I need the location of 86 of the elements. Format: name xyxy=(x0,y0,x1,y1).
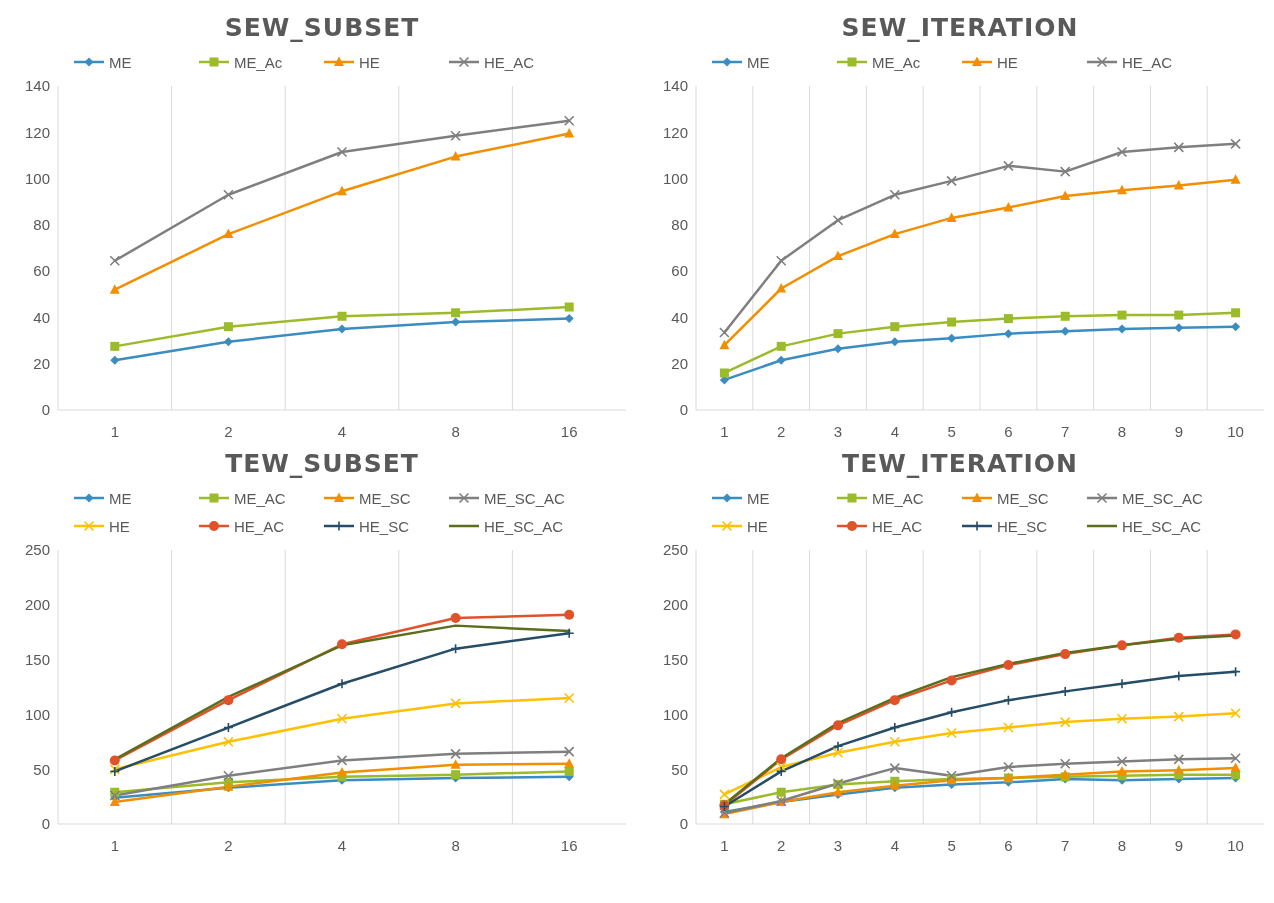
x-tick-label: 1 xyxy=(720,836,729,854)
legend-label: HE_AC xyxy=(234,517,285,535)
legend-label: ME xyxy=(109,53,132,71)
legend-label: ME_AC xyxy=(234,489,286,507)
y-tick-label: 0 xyxy=(41,401,50,419)
legend-label: HE xyxy=(747,517,768,535)
legend-label: ME_Ac xyxy=(872,53,921,71)
x-tick-label: 8 xyxy=(1117,836,1127,854)
x-tick-label: 2 xyxy=(777,422,786,440)
y-tick-label: 60 xyxy=(671,262,688,280)
x-tick-label: 2 xyxy=(224,422,233,440)
chart-title: SEW_ITERATION xyxy=(840,12,1080,44)
legend-label: HE xyxy=(109,517,130,535)
legend-label: ME_AC xyxy=(872,489,924,507)
y-tick-label: 100 xyxy=(24,169,50,187)
y-tick-label: 50 xyxy=(33,760,50,778)
legend-label: ME xyxy=(747,489,770,507)
x-tick-label: 3 xyxy=(833,422,843,440)
y-tick-label: 0 xyxy=(679,815,688,833)
x-tick-label: 3 xyxy=(833,836,843,854)
y-tick-label: 150 xyxy=(24,650,50,668)
y-tick-label: 200 xyxy=(24,596,50,614)
y-tick-label: 0 xyxy=(41,815,50,833)
x-tick-label: 2 xyxy=(777,836,786,854)
legend-label: HE_SC_AC xyxy=(484,517,564,535)
y-tick-label: 80 xyxy=(671,216,688,234)
y-tick-label: 40 xyxy=(33,308,50,326)
legend-label: HE_AC xyxy=(484,53,535,71)
y-tick-label: 150 xyxy=(662,650,688,668)
y-tick-label: 250 xyxy=(662,541,688,559)
x-tick-label: 8 xyxy=(1117,422,1127,440)
chart-title: TEW_SUBSET xyxy=(224,448,420,480)
legend-label: ME_SC_AC xyxy=(1122,489,1203,507)
y-tick-label: 100 xyxy=(24,705,50,723)
x-tick-label: 7 xyxy=(1061,422,1070,440)
y-tick-label: 100 xyxy=(662,705,688,723)
y-tick-label: 0 xyxy=(679,401,688,419)
legend-label: ME xyxy=(109,489,132,507)
legend-label: HE_SC_AC xyxy=(1122,517,1202,535)
y-tick-label: 80 xyxy=(33,216,50,234)
x-tick-label: 9 xyxy=(1174,422,1183,440)
x-tick-label: 4 xyxy=(337,422,347,440)
x-tick-label: 4 xyxy=(337,836,347,854)
x-tick-label: 8 xyxy=(451,836,460,854)
y-tick-label: 140 xyxy=(662,77,688,95)
x-tick-label: 5 xyxy=(947,422,956,440)
x-tick-label: 8 xyxy=(451,422,460,440)
legend-label: HE xyxy=(359,53,380,71)
legend-label: ME_SC_AC xyxy=(484,489,565,507)
x-tick-label: 6 xyxy=(1004,422,1013,440)
legend-label: HE_SC xyxy=(359,517,410,535)
x-tick-label: 1 xyxy=(110,836,119,854)
chart-title: TEW_ITERATION xyxy=(841,448,1079,480)
y-tick-label: 250 xyxy=(24,541,50,559)
y-tick-label: 60 xyxy=(33,262,50,280)
x-tick-label: 1 xyxy=(720,422,729,440)
legend-label: ME_SC xyxy=(997,489,1049,507)
x-tick-label: 7 xyxy=(1061,836,1070,854)
y-tick-label: 20 xyxy=(671,355,688,373)
x-tick-label: 1 xyxy=(110,422,119,440)
x-tick-label: 2 xyxy=(224,836,233,854)
y-tick-label: 200 xyxy=(662,596,688,614)
legend-label: HE_AC xyxy=(1122,53,1173,71)
y-tick-label: 50 xyxy=(671,760,688,778)
x-tick-label: 4 xyxy=(890,422,899,440)
chart-title: SEW_SUBSET xyxy=(223,12,421,44)
x-tick-label: 10 xyxy=(1227,836,1244,854)
x-tick-label: 16 xyxy=(560,836,578,854)
legend-label: ME_Ac xyxy=(234,53,283,71)
legend-label: HE xyxy=(997,53,1018,71)
y-tick-label: 20 xyxy=(33,355,50,373)
y-tick-label: 40 xyxy=(671,308,688,326)
legend-label: HE_SC xyxy=(997,517,1048,535)
legend-label: ME xyxy=(747,53,770,71)
y-tick-label: 140 xyxy=(24,77,50,95)
legend-label: ME_SC xyxy=(359,489,411,507)
y-tick-label: 100 xyxy=(662,169,688,187)
x-tick-label: 6 xyxy=(1004,836,1013,854)
x-tick-label: 10 xyxy=(1227,422,1244,440)
y-tick-label: 120 xyxy=(662,123,688,141)
x-tick-label: 9 xyxy=(1174,836,1183,854)
legend-label: HE_AC xyxy=(872,517,923,535)
x-tick-label: 4 xyxy=(890,836,899,854)
y-tick-label: 120 xyxy=(24,123,50,141)
x-tick-label: 5 xyxy=(947,836,956,854)
x-tick-label: 16 xyxy=(560,422,578,440)
